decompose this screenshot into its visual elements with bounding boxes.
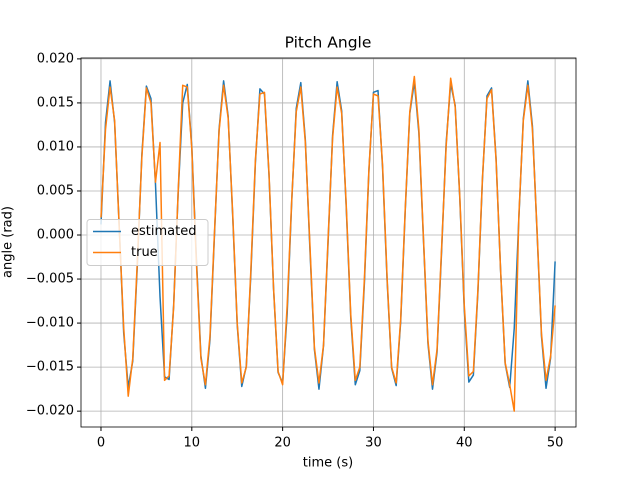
x-tick-label: 30 <box>365 436 382 451</box>
y-tick-label: 0.000 <box>37 228 74 243</box>
y-tick-label: 0.005 <box>37 183 74 198</box>
legend-label: estimated <box>131 224 196 239</box>
x-tick-label: 0 <box>97 436 105 451</box>
x-tick-label: 50 <box>547 436 564 451</box>
plot-frame <box>80 57 577 428</box>
x-tick-label: 40 <box>456 436 473 451</box>
y-tick-label: −0.010 <box>26 316 74 331</box>
x-tick-label: 10 <box>184 436 201 451</box>
y-axis-label: angle (rad) <box>1 206 16 278</box>
y-tick-label: 0.020 <box>37 51 74 66</box>
legend-label: true <box>131 245 158 260</box>
chart-title: Pitch Angle <box>285 34 372 52</box>
legend: estimated true <box>86 219 209 266</box>
x-tick-label: 20 <box>274 436 291 451</box>
y-tick-label: 0.010 <box>37 139 74 154</box>
x-axis-label: time (s) <box>303 456 353 471</box>
y-tick-label: −0.005 <box>26 272 74 287</box>
y-tick-label: −0.015 <box>26 360 74 375</box>
y-tick-label: −0.020 <box>26 404 74 419</box>
y-tick-label: 0.015 <box>37 95 74 110</box>
